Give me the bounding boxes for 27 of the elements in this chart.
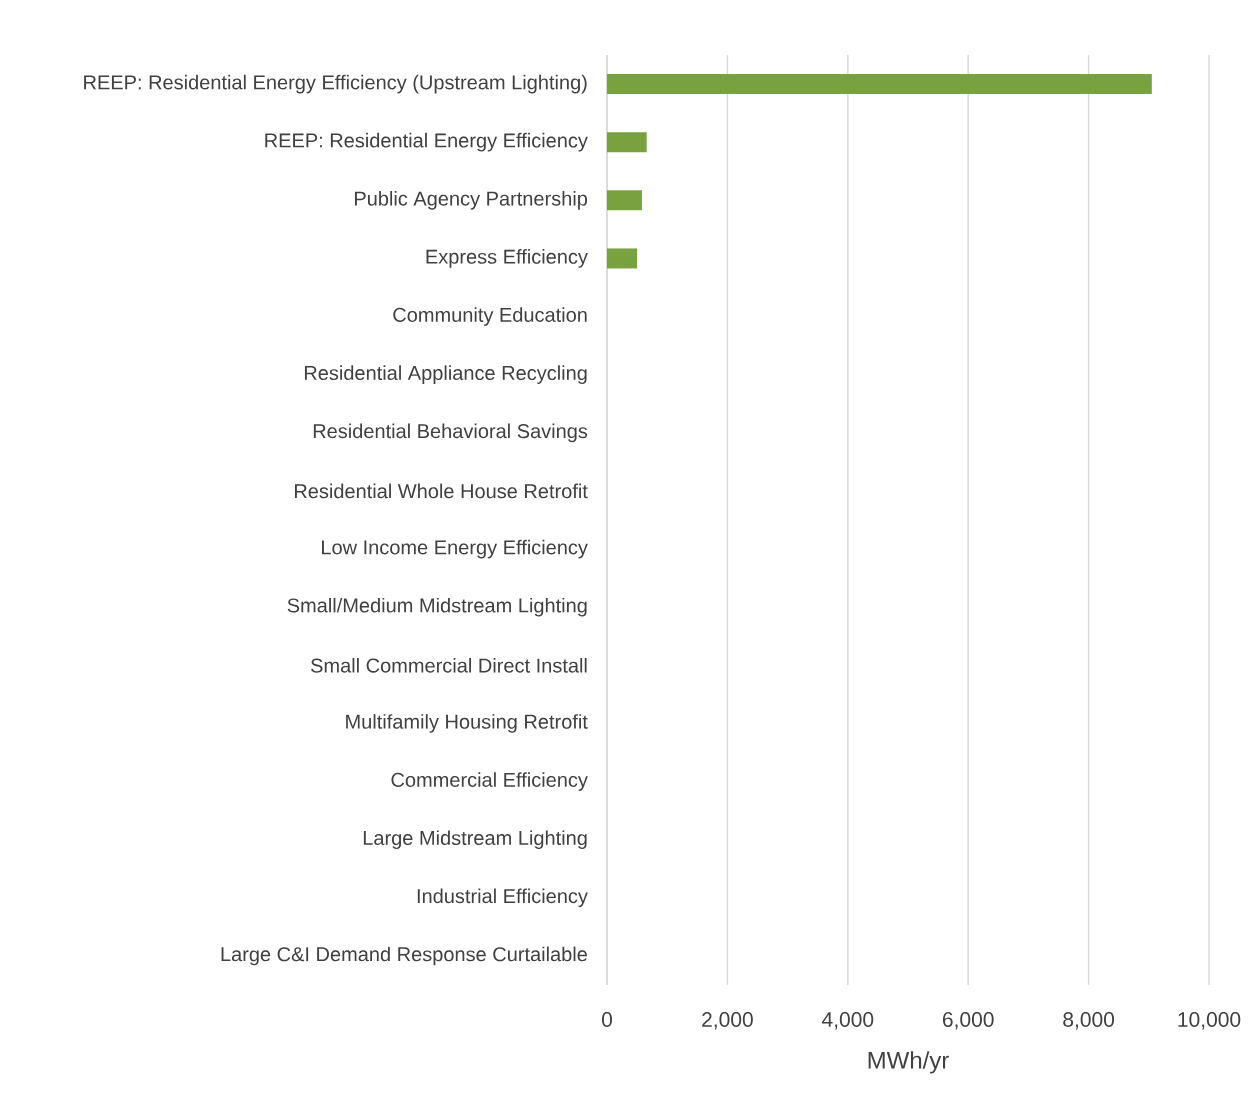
y-tick-label: Industrial Efficiency	[417, 888, 588, 908]
bar	[607, 132, 647, 153]
x-tick-label: 10,000	[1178, 1012, 1241, 1030]
x-tick-label: 4,000	[822, 1012, 874, 1030]
y-tick-label: REEP: Residential Energy Efficiency (Upstream Lighting)	[84, 74, 587, 94]
y-tick-label: REEP: Residential Energy Efficiency	[265, 132, 588, 152]
bar	[607, 74, 1152, 95]
y-tick-label: Commercial Efficiency	[391, 772, 588, 791]
y-tick-label: Residential Appliance Recycling	[304, 365, 587, 385]
y-tick-label: Residential Behavioral Savings	[313, 423, 588, 443]
y-tick-label: Large C&I Demand Response Curtailable	[221, 946, 587, 966]
y-tick-label: Express Efficiency	[426, 249, 588, 268]
x-tick-label: 0	[601, 1012, 613, 1027]
y-tick-label: Multifamily Housing Retrofit	[346, 714, 588, 733]
x-tick-label: 6,000	[942, 1012, 994, 1030]
bar	[607, 248, 638, 269]
y-tick-label: Small Commercial Direct Install	[311, 657, 587, 673]
y-tick-label: Small/Medium Midstream Lighting	[287, 597, 587, 617]
y-tick-label: Large Midstream Lighting	[363, 830, 587, 850]
y-tick-label: Public Agency Partnership	[354, 191, 588, 210]
bar	[607, 190, 642, 211]
y-tick-label: Community Education	[393, 307, 587, 326]
x-tick-label: 2,000	[702, 1012, 753, 1030]
y-tick-label: Residential Whole House Retrofit	[294, 483, 588, 499]
x-axis-title: MWh/yr	[868, 1051, 949, 1074]
y-tick-label: Low Income Energy Efficiency	[322, 539, 588, 559]
x-tick-label: 8,000	[1063, 1012, 1115, 1030]
